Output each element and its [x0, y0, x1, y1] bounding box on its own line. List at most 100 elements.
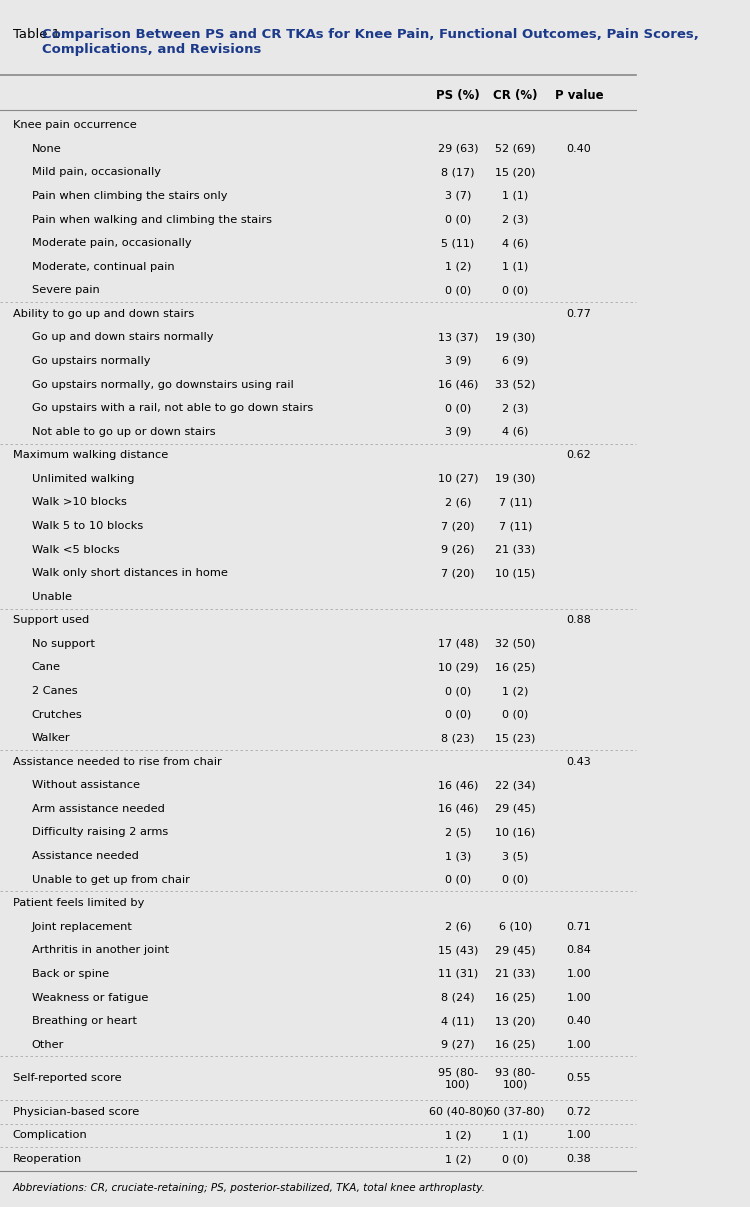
Text: Go upstairs with a rail, not able to go down stairs: Go upstairs with a rail, not able to go …: [32, 403, 313, 413]
Text: Reoperation: Reoperation: [13, 1154, 82, 1164]
Text: 9 (27): 9 (27): [441, 1039, 475, 1050]
Text: 1.00: 1.00: [566, 1039, 591, 1050]
Text: 0 (0): 0 (0): [502, 1154, 528, 1164]
Text: Unlimited walking: Unlimited walking: [32, 474, 134, 484]
Text: 7 (20): 7 (20): [441, 568, 475, 578]
Text: 2 (3): 2 (3): [502, 215, 529, 225]
Text: 19 (30): 19 (30): [495, 474, 536, 484]
Text: Assistance needed: Assistance needed: [32, 851, 139, 861]
Text: Mild pain, occasionally: Mild pain, occasionally: [32, 168, 160, 177]
Text: 2 (6): 2 (6): [445, 497, 471, 507]
Text: Not able to go up or down stairs: Not able to go up or down stairs: [32, 427, 215, 437]
Text: Severe pain: Severe pain: [32, 285, 100, 296]
Text: 16 (46): 16 (46): [438, 379, 479, 390]
Text: 0.77: 0.77: [566, 309, 591, 319]
Text: PS (%): PS (%): [436, 89, 480, 103]
Text: 0.40: 0.40: [566, 1016, 591, 1026]
Text: 17 (48): 17 (48): [438, 639, 479, 649]
Text: Unable to get up from chair: Unable to get up from chair: [32, 875, 190, 885]
Text: 0 (0): 0 (0): [445, 686, 471, 696]
Text: Knee pain occurrence: Knee pain occurrence: [13, 121, 136, 130]
Text: 1 (1): 1 (1): [502, 262, 528, 272]
Text: 1 (1): 1 (1): [502, 1131, 528, 1141]
Text: 2 (6): 2 (6): [445, 922, 471, 932]
Text: Breathing or heart: Breathing or heart: [32, 1016, 136, 1026]
Text: 8 (24): 8 (24): [441, 992, 475, 1003]
Text: Arm assistance needed: Arm assistance needed: [32, 804, 165, 814]
Text: 0.84: 0.84: [566, 945, 591, 956]
Text: 11 (31): 11 (31): [438, 969, 478, 979]
Text: Back or spine: Back or spine: [32, 969, 109, 979]
Text: Moderate pain, occasionally: Moderate pain, occasionally: [32, 238, 191, 249]
Text: 0.62: 0.62: [566, 450, 591, 460]
Text: 7 (20): 7 (20): [441, 521, 475, 531]
Text: 1 (2): 1 (2): [502, 686, 529, 696]
Text: 2 (5): 2 (5): [445, 828, 471, 838]
Text: 7 (11): 7 (11): [499, 521, 532, 531]
Text: 0 (0): 0 (0): [502, 710, 528, 719]
Text: Go up and down stairs normally: Go up and down stairs normally: [32, 332, 213, 343]
Text: Difficulty raising 2 arms: Difficulty raising 2 arms: [32, 828, 168, 838]
Text: 4 (6): 4 (6): [502, 238, 529, 249]
Text: 7 (11): 7 (11): [499, 497, 532, 507]
Text: 0 (0): 0 (0): [502, 285, 528, 296]
Text: Go upstairs normally: Go upstairs normally: [32, 356, 150, 366]
Text: 4 (6): 4 (6): [502, 427, 529, 437]
Text: Patient feels limited by: Patient feels limited by: [13, 898, 144, 908]
Text: P value: P value: [554, 89, 603, 103]
Text: 8 (17): 8 (17): [441, 168, 475, 177]
Text: 0.38: 0.38: [566, 1154, 591, 1164]
Text: 60 (37-80): 60 (37-80): [486, 1107, 544, 1116]
Text: 0 (0): 0 (0): [445, 710, 471, 719]
Text: 0 (0): 0 (0): [502, 875, 528, 885]
Text: Self-reported score: Self-reported score: [13, 1073, 122, 1083]
Text: Walk >10 blocks: Walk >10 blocks: [32, 497, 127, 507]
Text: 0.72: 0.72: [566, 1107, 591, 1116]
Text: 3 (7): 3 (7): [445, 191, 471, 202]
Text: 2 Canes: 2 Canes: [32, 686, 77, 696]
Text: 10 (15): 10 (15): [495, 568, 536, 578]
Text: Walk 5 to 10 blocks: Walk 5 to 10 blocks: [32, 521, 143, 531]
Text: 93 (80-
100): 93 (80- 100): [495, 1067, 536, 1089]
Text: Go upstairs normally, go downstairs using rail: Go upstairs normally, go downstairs usin…: [32, 379, 293, 390]
Text: 3 (9): 3 (9): [445, 427, 471, 437]
Text: 29 (63): 29 (63): [438, 144, 479, 153]
Text: 10 (29): 10 (29): [438, 663, 479, 672]
Text: Walk only short distances in home: Walk only short distances in home: [32, 568, 228, 578]
Text: 1 (2): 1 (2): [445, 262, 471, 272]
Text: Without assistance: Without assistance: [32, 781, 140, 791]
Text: 52 (69): 52 (69): [495, 144, 536, 153]
Text: 1 (2): 1 (2): [445, 1154, 471, 1164]
Text: 29 (45): 29 (45): [495, 804, 536, 814]
Text: 32 (50): 32 (50): [495, 639, 536, 649]
Text: Physician-based score: Physician-based score: [13, 1107, 139, 1116]
Text: 19 (30): 19 (30): [495, 332, 536, 343]
Text: 13 (37): 13 (37): [438, 332, 479, 343]
Text: 16 (25): 16 (25): [495, 992, 536, 1003]
Text: Ability to go up and down stairs: Ability to go up and down stairs: [13, 309, 194, 319]
Text: Other: Other: [32, 1039, 64, 1050]
Text: 0 (0): 0 (0): [445, 403, 471, 413]
Text: 4 (11): 4 (11): [441, 1016, 475, 1026]
Text: Assistance needed to rise from chair: Assistance needed to rise from chair: [13, 757, 221, 766]
Text: 0 (0): 0 (0): [445, 285, 471, 296]
Text: 22 (34): 22 (34): [495, 781, 536, 791]
Text: Support used: Support used: [13, 616, 89, 625]
Text: 0.71: 0.71: [566, 922, 591, 932]
Text: 13 (20): 13 (20): [495, 1016, 536, 1026]
Text: 16 (46): 16 (46): [438, 804, 479, 814]
Text: 0 (0): 0 (0): [445, 215, 471, 225]
Text: 0.43: 0.43: [566, 757, 591, 766]
Text: 15 (20): 15 (20): [495, 168, 536, 177]
Text: 8 (23): 8 (23): [441, 733, 475, 744]
Text: 21 (33): 21 (33): [495, 544, 536, 554]
Text: Cane: Cane: [32, 663, 61, 672]
Text: 9 (26): 9 (26): [441, 544, 475, 554]
Text: Weakness or fatigue: Weakness or fatigue: [32, 992, 148, 1003]
Text: 29 (45): 29 (45): [495, 945, 536, 956]
Text: 0 (0): 0 (0): [445, 875, 471, 885]
Text: Moderate, continual pain: Moderate, continual pain: [32, 262, 175, 272]
Text: 10 (27): 10 (27): [438, 474, 479, 484]
Text: Complication: Complication: [13, 1131, 88, 1141]
Text: 3 (9): 3 (9): [445, 356, 471, 366]
